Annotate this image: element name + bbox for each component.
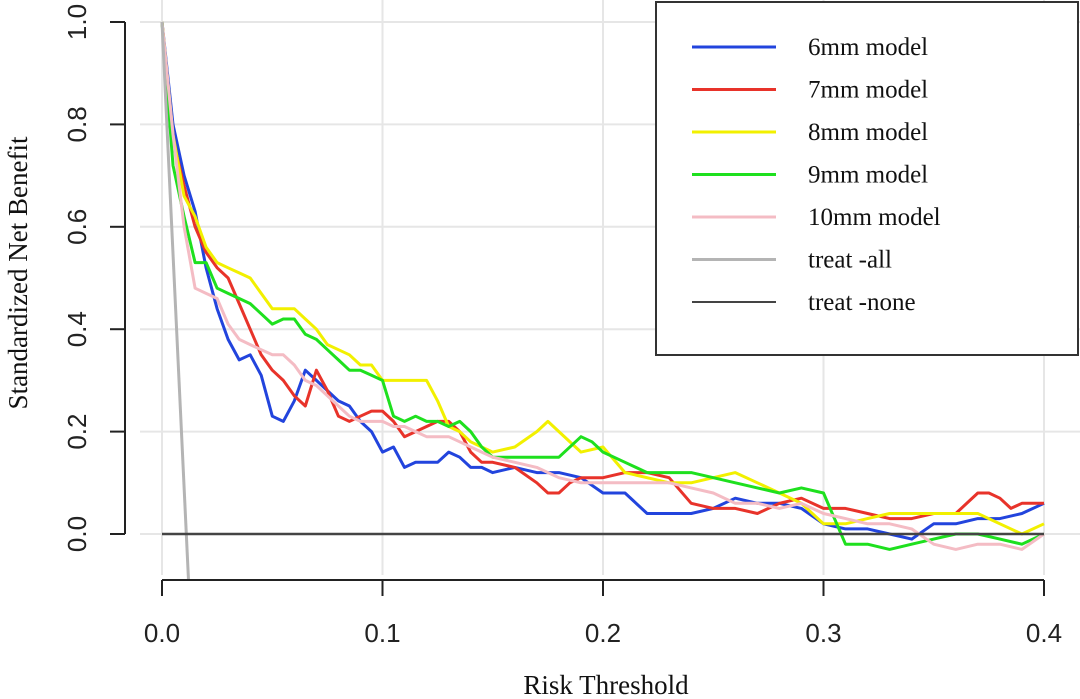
y-tick-label: 0.4 xyxy=(62,311,92,347)
legend: 6mm model 7mm model 8mm model 9mm model 10mm… xyxy=(655,1,1079,356)
legend-label-5: treat -all xyxy=(808,247,892,274)
x-tick-label: 0.0 xyxy=(144,618,180,648)
axes: 0.0 0.2 0.4 0.6 0.8 1.0 0.0 0.1 0.2 0.3 0.4 xyxy=(62,4,1062,648)
x-tick-label: 0.4 xyxy=(1026,618,1062,648)
series-line-4 xyxy=(160,21,1045,551)
y-tick-label: 0.6 xyxy=(62,209,92,245)
y-tick-label: 0.0 xyxy=(62,516,92,552)
legend-label-6: treat -none xyxy=(808,289,916,316)
x-tick-label: 0.1 xyxy=(364,618,400,648)
legend-label-0: 6mm model xyxy=(808,34,928,61)
series-line-3 xyxy=(160,21,1045,551)
series-line-1 xyxy=(160,21,1044,521)
legend-label-2: 8mm model xyxy=(808,119,928,146)
x-tick-label: 0.2 xyxy=(585,618,621,648)
legend-label-3: 9mm model xyxy=(808,162,928,189)
y-axis-title: Standardized Net Benefit xyxy=(3,136,33,409)
y-tick-label: 0.8 xyxy=(62,106,92,142)
series-line-0 xyxy=(160,21,1045,541)
legend-box xyxy=(655,1,1079,356)
legend-label-1: 7mm model xyxy=(808,77,928,104)
series-lines xyxy=(160,21,1045,581)
y-tick-label: 1.0 xyxy=(62,4,92,40)
legend-label-4: 10mm model xyxy=(808,204,941,231)
series-line-5 xyxy=(160,21,190,581)
x-tick-label: 0.3 xyxy=(805,618,841,648)
x-axis-title: Risk Threshold xyxy=(523,670,689,699)
y-tick-label: 0.2 xyxy=(62,414,92,450)
